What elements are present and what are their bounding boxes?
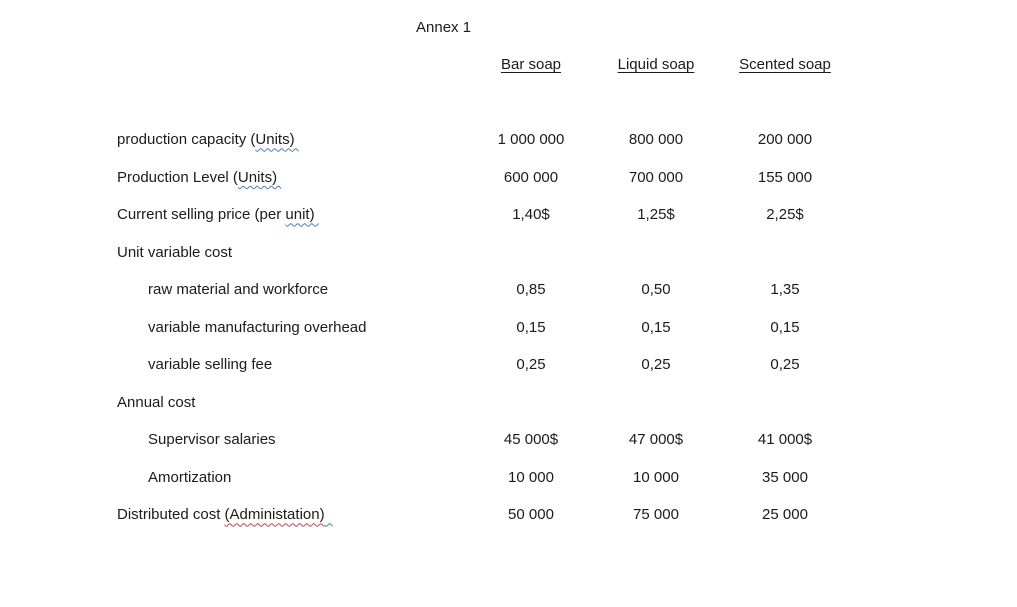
row-label: Amortization [148, 468, 232, 486]
column-header-label: Scented soap [739, 56, 831, 74]
column-header-label: Bar soap [500, 56, 562, 74]
cell-value: 0,15 [516, 318, 546, 336]
column-header-liquid-soap: Liquid soap [592, 56, 720, 73]
row-label: Distributed cost (Administation) [117, 506, 470, 523]
table-row: Supervisor salaries 45 000$ 47 000$ 41 0… [117, 421, 857, 459]
cell-value: 50 000 [508, 506, 554, 524]
column-header-scented-soap: Scented soap [720, 56, 850, 73]
cell-value: 0,15 [770, 318, 800, 336]
row-label: Production Level (Units) [117, 168, 282, 186]
cell-value: 0,85 [516, 281, 546, 299]
table-row: variable selling fee 0,25 0,25 0,25 [117, 346, 857, 384]
row-label: variable selling fee [148, 356, 273, 374]
grammar-flagged-text [325, 506, 333, 523]
table-row: production capacity (Units) 1 000 000 80… [117, 121, 857, 159]
cell-value: 1 000 000 [497, 131, 565, 149]
cell-value: 600 000 [503, 168, 559, 186]
column-header-bar-soap: Bar soap [470, 56, 592, 73]
cell-value: 25 000 [762, 506, 808, 524]
cell-value: 155 000 [757, 168, 813, 186]
cell-value: 45 000$ [503, 431, 559, 449]
cell-value: 0,25 [516, 356, 546, 374]
grammar-flagged-text: Units) [237, 168, 282, 186]
cell-value: 2,25$ [766, 206, 804, 224]
annex-table: Bar soap Liquid soap Scented soap produc… [117, 46, 857, 534]
table-header-row: Bar soap Liquid soap Scented soap [117, 46, 857, 84]
row-label: production capacity (Units) [117, 131, 299, 149]
cell-value: 800 000 [628, 131, 684, 149]
grammar-flagged-text: unit) [285, 206, 319, 224]
table-row: Production Level (Units) 600 000 700 000… [117, 159, 857, 197]
cell-value: 0,15 [641, 318, 671, 336]
cell-value: 700 000 [628, 168, 684, 186]
cell-value: 1,35 [770, 281, 800, 299]
row-label: Supervisor salaries [148, 431, 276, 449]
table-row: raw material and workforce 0,85 0,50 1,3… [117, 271, 857, 309]
cell-value: 0,25 [641, 356, 671, 374]
cell-value: 0,50 [641, 281, 671, 299]
document-title: Annex 1 [416, 19, 472, 36]
cell-value: 0,25 [770, 356, 800, 374]
cell-value: 75 000 [633, 506, 679, 524]
cell-value: 41 000$ [757, 431, 813, 449]
row-label: Current selling price (per unit) [117, 206, 319, 224]
table-row: Amortization 10 000 10 000 35 000 [117, 459, 857, 497]
spelling-flagged-text: (Administation) [224, 506, 325, 524]
cell-value: 1,40$ [512, 206, 550, 224]
row-label: Unit variable cost [117, 243, 233, 261]
cell-value: 47 000$ [628, 431, 684, 449]
grammar-flagged-text: Units) [255, 131, 299, 149]
row-label: variable manufacturing overhead [148, 318, 367, 336]
spacer-row [117, 84, 857, 122]
cell-value: 10 000 [508, 468, 554, 486]
cell-value: 10 000 [633, 468, 679, 486]
table-row: Distributed cost (Administation) 50 000 … [117, 496, 857, 534]
cell-value: 200 000 [757, 131, 813, 149]
cell-value: 35 000 [762, 468, 808, 486]
table-section-row: Unit variable cost [117, 234, 857, 272]
column-header-label: Liquid soap [617, 56, 695, 74]
row-label: Annual cost [117, 393, 196, 411]
table-row: variable manufacturing overhead 0,15 0,1… [117, 309, 857, 347]
cell-value: 1,25$ [637, 206, 675, 224]
table-section-row: Annual cost [117, 384, 857, 422]
row-label: raw material and workforce [148, 281, 329, 299]
table-row: Current selling price (per unit) 1,40$ 1… [117, 196, 857, 234]
